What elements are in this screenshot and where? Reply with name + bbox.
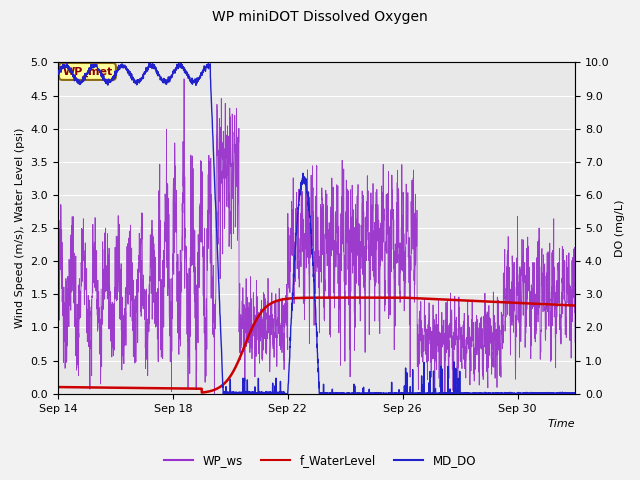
Legend: WP_ws, f_WaterLevel, MD_DO: WP_ws, f_WaterLevel, MD_DO: [159, 449, 481, 472]
Text: WP miniDOT Dissolved Oxygen: WP miniDOT Dissolved Oxygen: [212, 10, 428, 24]
Text: WP_met: WP_met: [62, 66, 113, 77]
Y-axis label: DO (mg/L): DO (mg/L): [615, 199, 625, 257]
Y-axis label: Wind Speed (m/s), Water Level (psi): Wind Speed (m/s), Water Level (psi): [15, 128, 25, 328]
Text: Time: Time: [547, 419, 575, 429]
